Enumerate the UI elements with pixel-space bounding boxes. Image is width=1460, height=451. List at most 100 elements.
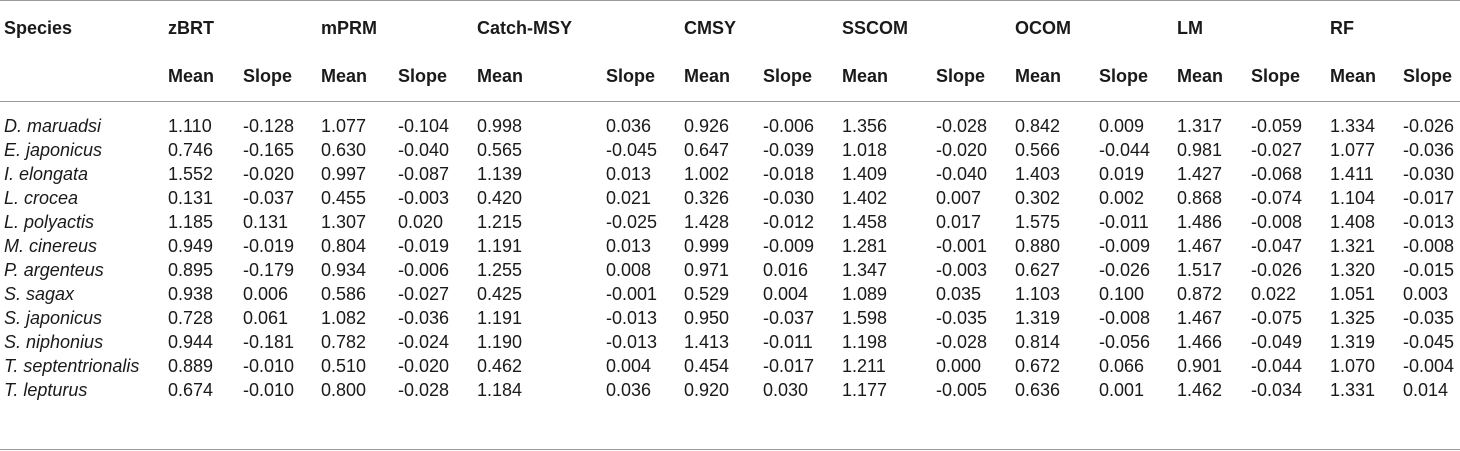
table-cell: -0.020 (398, 356, 450, 376)
table-cell: -0.008 (1251, 212, 1303, 232)
table-cell: -0.001 (936, 236, 988, 256)
table-cell: -0.037 (763, 308, 815, 328)
table-cell: -0.074 (1251, 188, 1303, 208)
table-cell: 0.999 (684, 236, 730, 256)
table-cell: 0.036 (606, 116, 652, 136)
table-cell: 0.326 (684, 188, 730, 208)
table-cell: 0.950 (684, 308, 730, 328)
table-cell: 1.077 (321, 116, 367, 136)
table-cell: 1.184 (477, 380, 523, 400)
table-cell: -0.009 (1099, 236, 1151, 256)
table-cell: 1.458 (842, 212, 888, 232)
table-cell: 1.002 (684, 164, 730, 184)
table-cell: 1.403 (1015, 164, 1061, 184)
table-cell: -0.040 (398, 140, 450, 160)
table-cell: 1.104 (1330, 188, 1376, 208)
table-cell: 0.842 (1015, 116, 1061, 136)
table-cell: 0.425 (477, 284, 523, 304)
table-cell: 0.013 (606, 164, 652, 184)
table-cell: -0.035 (936, 308, 988, 328)
table-cell: 0.800 (321, 380, 367, 400)
table-cell: 0.814 (1015, 332, 1061, 352)
table-cell: -0.026 (1099, 260, 1151, 280)
table-cell: -0.056 (1099, 332, 1151, 352)
table-cell: 1.191 (477, 308, 523, 328)
table-cell: 1.051 (1330, 284, 1376, 304)
table-cell: 0.014 (1403, 380, 1449, 400)
subheader-mean: Mean (842, 66, 889, 86)
species-name: M. cinereus (4, 236, 98, 256)
table-cell: -0.045 (606, 140, 658, 160)
table-cell: -0.008 (1099, 308, 1151, 328)
table-cell: 0.872 (1177, 284, 1223, 304)
table-cell: -0.039 (763, 140, 815, 160)
table-cell: -0.013 (1403, 212, 1455, 232)
table-cell: -0.017 (763, 356, 815, 376)
table-cell: 0.636 (1015, 380, 1061, 400)
table-cell: 0.017 (936, 212, 982, 232)
species-name: S. sagax (4, 284, 75, 304)
table-cell: 0.868 (1177, 188, 1223, 208)
subheader-slope: Slope (1251, 66, 1301, 86)
table-cell: 0.454 (684, 356, 730, 376)
table-cell: -0.036 (1403, 140, 1455, 160)
subheader-mean: Mean (477, 66, 524, 86)
table-cell: -0.019 (398, 236, 450, 256)
table-cell: 0.934 (321, 260, 367, 280)
subheader-mean: Mean (321, 66, 368, 86)
species-name: L. crocea (4, 188, 79, 208)
subheader-mean: Mean (1015, 66, 1062, 86)
table-cell: 1.281 (842, 236, 888, 256)
method-header-cmsy: CMSY (684, 18, 737, 38)
table-cell: -0.049 (1251, 332, 1303, 352)
table-cell: -0.181 (243, 332, 295, 352)
table-cell: 0.000 (936, 356, 982, 376)
table-cell: 0.020 (398, 212, 444, 232)
table-cell: 1.325 (1330, 308, 1376, 328)
species-name: S. niphonius (4, 332, 104, 352)
table-cell: -0.047 (1251, 236, 1303, 256)
table-cell: 0.981 (1177, 140, 1223, 160)
table-cell: 0.944 (168, 332, 214, 352)
table-cell: -0.040 (936, 164, 988, 184)
table-cell: -0.165 (243, 140, 295, 160)
table-cell: 1.408 (1330, 212, 1376, 232)
table-cell: 1.139 (477, 164, 523, 184)
table-cell: -0.006 (398, 260, 450, 280)
table-cell: 0.728 (168, 308, 214, 328)
species-name: T. lepturus (4, 380, 88, 400)
subheader-slope: Slope (243, 66, 293, 86)
table-cell: 0.036 (606, 380, 652, 400)
table-cell: 1.177 (842, 380, 888, 400)
table-cell: 0.627 (1015, 260, 1061, 280)
table-cell: 1.215 (477, 212, 523, 232)
top-rule (0, 0, 1460, 1)
table-cell: -0.020 (243, 164, 295, 184)
table-cell: -0.026 (1251, 260, 1303, 280)
table-cell: 0.998 (477, 116, 523, 136)
table-cell: -0.027 (398, 284, 450, 304)
table-cell: 1.467 (1177, 308, 1223, 328)
table-cell: -0.026 (1403, 116, 1455, 136)
table-cell: -0.005 (936, 380, 988, 400)
species-name: T. septentrionalis (4, 356, 140, 376)
table-cell: -0.006 (763, 116, 815, 136)
table-cell: 0.880 (1015, 236, 1061, 256)
table-cell: 0.004 (763, 284, 809, 304)
table-cell: -0.035 (1403, 308, 1455, 328)
table-cell: 1.110 (168, 116, 212, 136)
table-cell: 0.003 (1403, 284, 1449, 304)
table-cell: 0.920 (684, 380, 730, 400)
table-cell: 1.462 (1177, 380, 1223, 400)
table-cell: 1.185 (168, 212, 214, 232)
table-cell: 0.804 (321, 236, 367, 256)
method-header-ocom: OCOM (1015, 18, 1071, 38)
table-cell: 0.529 (684, 284, 730, 304)
table-cell: -0.008 (1403, 236, 1455, 256)
table-cell: 0.035 (936, 284, 982, 304)
table-cell: 0.674 (168, 380, 214, 400)
table-cell: 1.320 (1330, 260, 1376, 280)
table-cell: 0.462 (477, 356, 523, 376)
table-cell: -0.087 (398, 164, 450, 184)
table-cell: 1.089 (842, 284, 888, 304)
